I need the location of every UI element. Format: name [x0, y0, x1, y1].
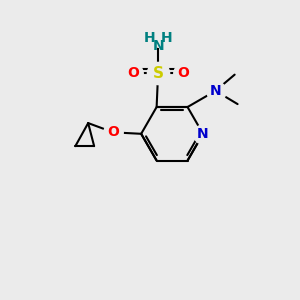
Text: N: N: [210, 84, 221, 98]
Text: O: O: [127, 66, 139, 80]
Text: N: N: [152, 39, 164, 53]
Text: H: H: [160, 31, 172, 45]
Text: S: S: [153, 66, 164, 81]
Text: N: N: [197, 127, 209, 141]
Text: O: O: [177, 66, 189, 80]
Text: H: H: [143, 31, 155, 45]
Text: O: O: [107, 125, 119, 139]
